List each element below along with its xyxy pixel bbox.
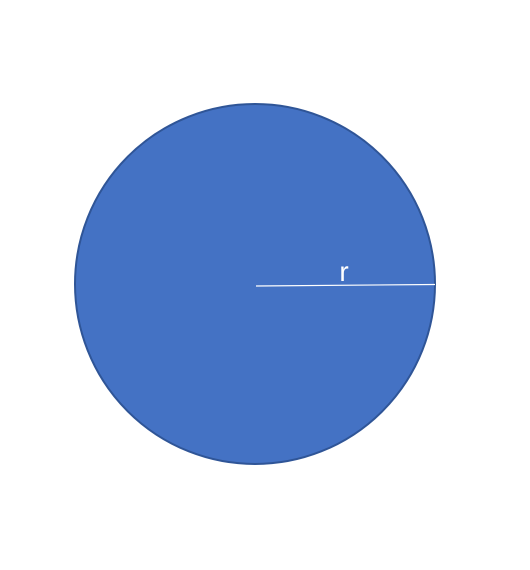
radius-label: r bbox=[339, 256, 348, 287]
circle bbox=[74, 103, 436, 465]
radius-line bbox=[255, 283, 436, 287]
